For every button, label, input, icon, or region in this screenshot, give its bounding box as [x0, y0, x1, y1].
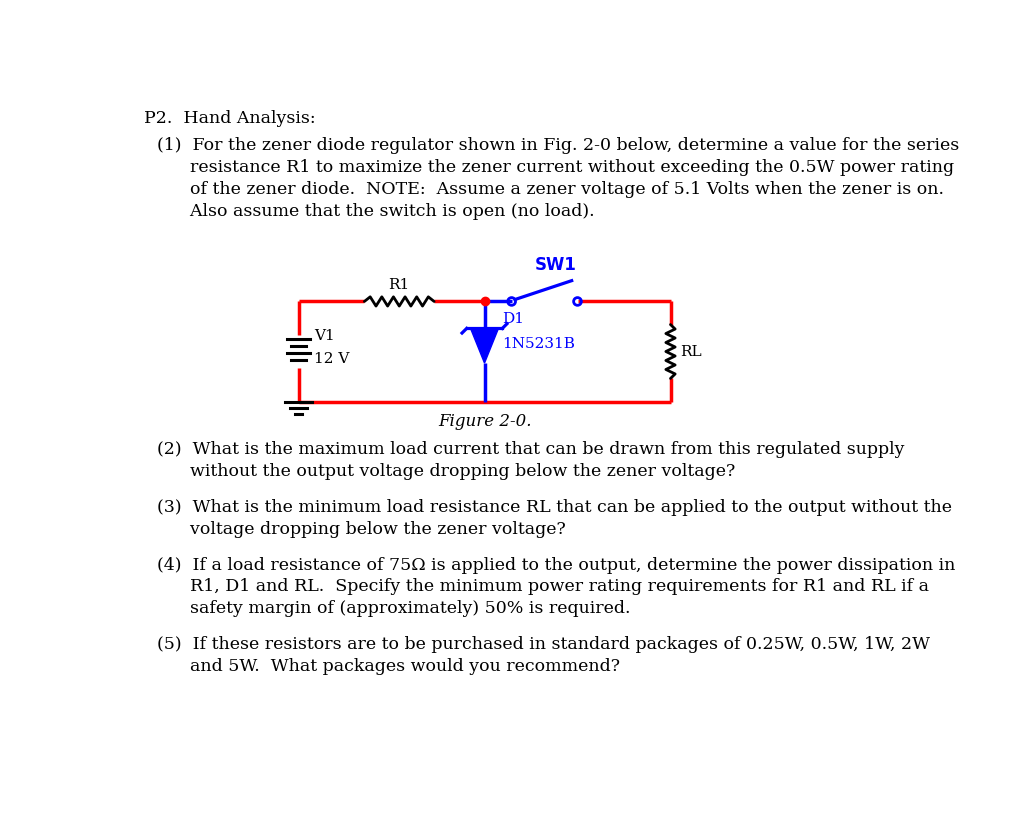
Text: SW1: SW1 — [536, 256, 578, 274]
Text: Also assume that the switch is open (no load).: Also assume that the switch is open (no … — [158, 202, 595, 219]
Text: R1: R1 — [389, 278, 410, 292]
Text: (4)  If a load resistance of 75Ω is applied to the output, determine the power d: (4) If a load resistance of 75Ω is appli… — [158, 556, 955, 572]
Text: 12 V: 12 V — [314, 351, 349, 365]
Text: 1N5231B: 1N5231B — [503, 337, 575, 351]
Text: (3)  What is the minimum load resistance RL that can be applied to the output wi: (3) What is the minimum load resistance … — [158, 498, 952, 515]
Text: Figure 2-0.: Figure 2-0. — [437, 413, 531, 430]
Text: and 5W.  What packages would you recommend?: and 5W. What packages would you recommen… — [158, 658, 621, 674]
Text: voltage dropping below the zener voltage?: voltage dropping below the zener voltage… — [158, 520, 566, 537]
Text: P2.  Hand Analysis:: P2. Hand Analysis: — [143, 110, 315, 127]
Text: R1, D1 and RL.  Specify the minimum power rating requirements for R1 and RL if a: R1, D1 and RL. Specify the minimum power… — [158, 577, 930, 595]
Polygon shape — [471, 329, 499, 364]
Text: of the zener diode.  NOTE:  Assume a zener voltage of 5.1 Volts when the zener i: of the zener diode. NOTE: Assume a zener… — [158, 180, 944, 197]
Text: without the output voltage dropping below the zener voltage?: without the output voltage dropping belo… — [158, 463, 735, 479]
Text: (2)  What is the maximum load current that can be drawn from this regulated supp: (2) What is the maximum load current tha… — [158, 441, 905, 458]
Text: RL: RL — [681, 345, 702, 359]
Text: safety margin of (approximately) 50% is required.: safety margin of (approximately) 50% is … — [158, 600, 631, 617]
Text: resistance R1 to maximize the zener current without exceeding the 0.5W power rat: resistance R1 to maximize the zener curr… — [158, 159, 954, 175]
Text: V1: V1 — [314, 328, 335, 342]
Text: (1)  For the zener diode regulator shown in Fig. 2-0 below, determine a value fo: (1) For the zener diode regulator shown … — [158, 137, 959, 154]
Text: (5)  If these resistors are to be purchased in standard packages of 0.25W, 0.5W,: (5) If these resistors are to be purchas… — [158, 636, 931, 653]
Text: D1: D1 — [503, 312, 524, 326]
